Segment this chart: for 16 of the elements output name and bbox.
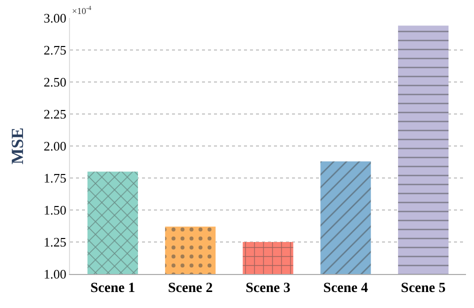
y-tick-label: 2.25 (44, 106, 66, 122)
x-tick-label: Scene 1 (90, 280, 136, 296)
y-tick-label: 1.75 (44, 170, 66, 186)
x-tick-label: Scene 4 (323, 280, 368, 296)
y-tick-label: 3.00 (44, 10, 66, 26)
y-tick-label: 1.00 (44, 266, 66, 282)
y-tick-label: 1.25 (44, 234, 66, 250)
y-axis-title: MSE (8, 128, 28, 164)
y-tick-label: 1.50 (44, 202, 66, 218)
x-tick-label: Scene 3 (246, 280, 290, 296)
x-tick-label: Scene 5 (400, 280, 446, 296)
x-tick-label: Scene 2 (168, 280, 213, 296)
y-tick-label: 2.75 (44, 42, 66, 58)
y-tick-label: 2.00 (44, 138, 66, 154)
y-tick-label: 2.50 (44, 74, 66, 90)
text: ×10$^{-4}$ (72, 5, 92, 16)
